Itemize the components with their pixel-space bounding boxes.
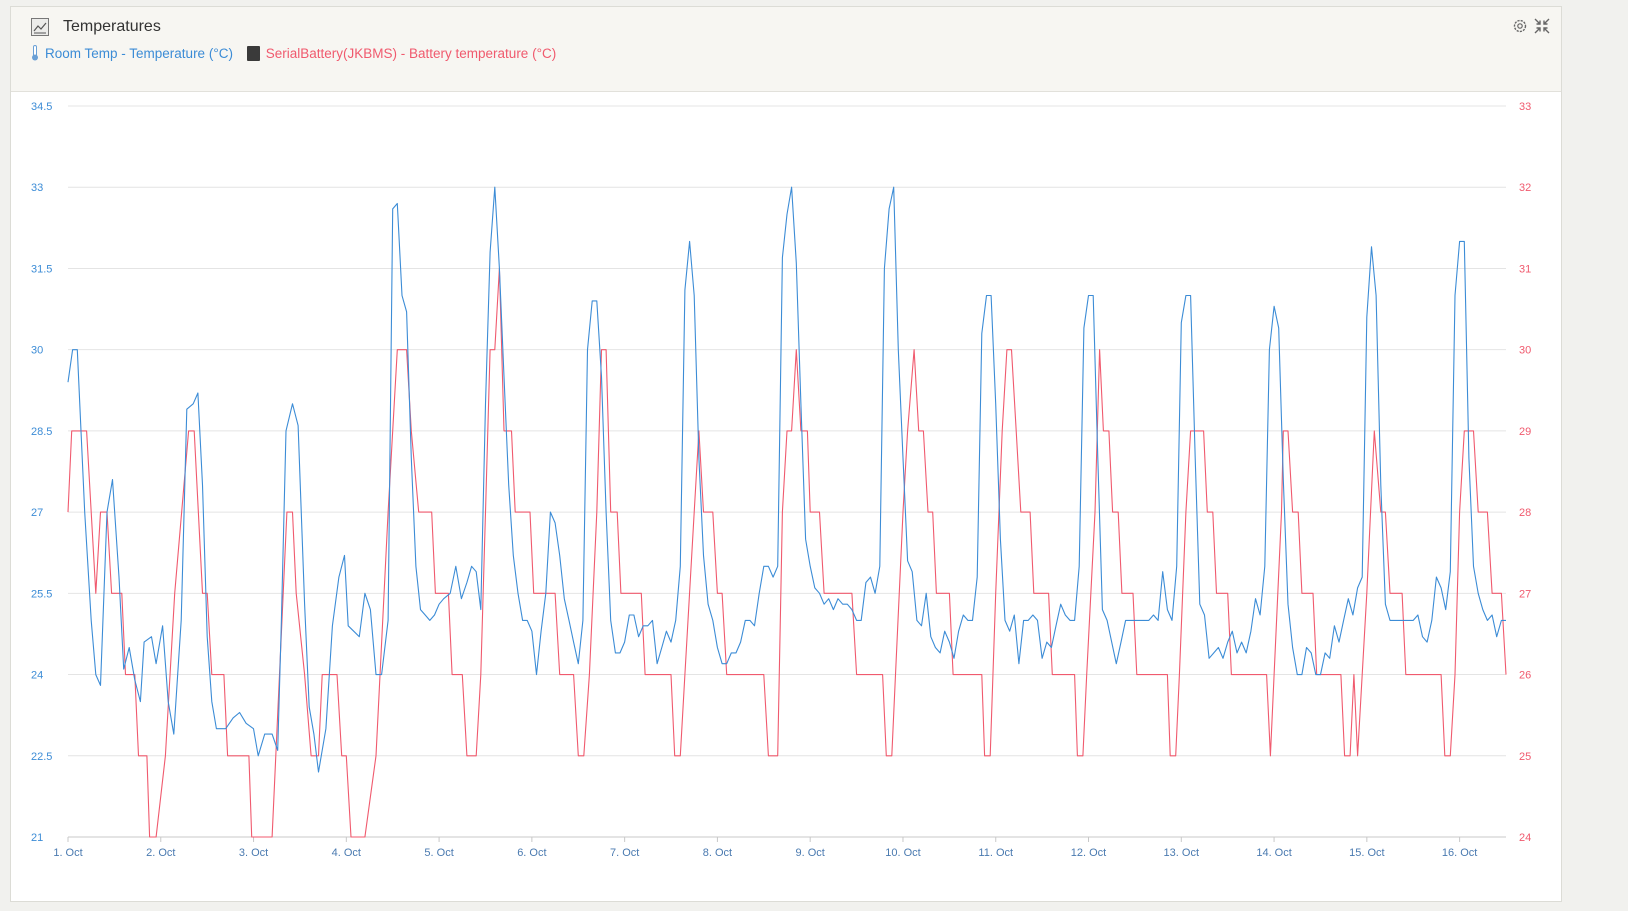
widget-header: Temperatures Room Temp - Temperature (°C… <box>11 7 1561 92</box>
x-tick-label: 3. Oct <box>239 847 268 859</box>
gear-icon[interactable] <box>1511 17 1529 35</box>
y-left-tick-label: 22.5 <box>31 751 52 763</box>
y-left-tick-label: 21 <box>31 832 43 844</box>
temperature-chart: 21 22.5 24 25.5 27 28.5 30 31.5 33 34.5 24 25 26 27 28… <box>31 101 1531 859</box>
y-left-tick-label: 24 <box>31 670 43 682</box>
y-right-tick-label: 31 <box>1519 263 1531 275</box>
y-left-tick-label: 30 <box>31 345 43 357</box>
chart-legend: Room Temp - Temperature (°C) SerialBatte… <box>31 45 566 64</box>
y-right-tick-label: 24 <box>1519 832 1531 844</box>
legend-item-room-temp[interactable]: Room Temp - Temperature (°C) <box>31 45 233 61</box>
y-right-tick-label: 32 <box>1519 182 1531 194</box>
x-tick-label: 5. Oct <box>424 847 453 859</box>
chart-area: 21 22.5 24 25.5 27 28.5 30 31.5 33 34.5 24 25 26 27 28… <box>11 92 1561 906</box>
y-right-tick-label: 30 <box>1519 345 1531 357</box>
x-tick-label: 7. Oct <box>610 847 639 859</box>
x-tick-label: 14. Oct <box>1256 847 1291 859</box>
y-left-tick-label: 31.5 <box>31 263 52 275</box>
x-tick-label: 13. Oct <box>1164 847 1199 859</box>
y-right-tick-label: 27 <box>1519 588 1531 600</box>
y-left-tick-label: 25.5 <box>31 588 52 600</box>
x-tick-label: 15. Oct <box>1349 847 1384 859</box>
x-tick-label: 10. Oct <box>885 847 920 859</box>
battery-icon <box>246 46 260 61</box>
y-left-tick-label: 27 <box>31 507 43 519</box>
y-right-tick-label: 33 <box>1519 101 1531 113</box>
x-tick-label: 12. Oct <box>1071 847 1106 859</box>
legend-label-battery-temp: SerialBattery(JKBMS) - Battery temperatu… <box>265 46 557 61</box>
legend-label-room-temp: Room Temp - Temperature (°C) <box>45 45 233 61</box>
x-tick-label: 9. Oct <box>796 847 825 859</box>
x-tick-label: 1. Oct <box>53 847 82 859</box>
widget-title: Temperatures <box>63 18 161 35</box>
y-right-tick-label: 28 <box>1519 507 1531 519</box>
thermometer-icon <box>32 45 38 61</box>
series-line-battery-temp <box>67 267 1507 838</box>
x-tick-label: 16. Oct <box>1442 847 1477 859</box>
y-left-tick-label: 33 <box>31 182 43 194</box>
series-line-room-temp <box>67 186 1506 773</box>
temperatures-widget: Temperatures Room Temp - Temperature (°C… <box>10 6 1562 902</box>
x-tick-label: 8. Oct <box>703 847 732 859</box>
y-left-tick-label: 34.5 <box>31 101 52 113</box>
y-right-tick-label: 29 <box>1519 426 1531 438</box>
y-right-tick-label: 25 <box>1519 751 1531 763</box>
x-tick-label: 2. Oct <box>146 847 175 859</box>
y-left-tick-label: 28.5 <box>31 426 52 438</box>
line-chart-icon <box>31 18 49 36</box>
legend-item-battery-temp[interactable]: SerialBattery(JKBMS) - Battery temperatu… <box>246 46 557 61</box>
x-tick-label: 4. Oct <box>332 847 361 859</box>
x-tick-label: 6. Oct <box>517 847 546 859</box>
collapse-arrows-icon[interactable] <box>1533 17 1551 35</box>
y-right-tick-label: 26 <box>1519 670 1531 682</box>
x-tick-label: 11. Oct <box>978 847 1013 859</box>
